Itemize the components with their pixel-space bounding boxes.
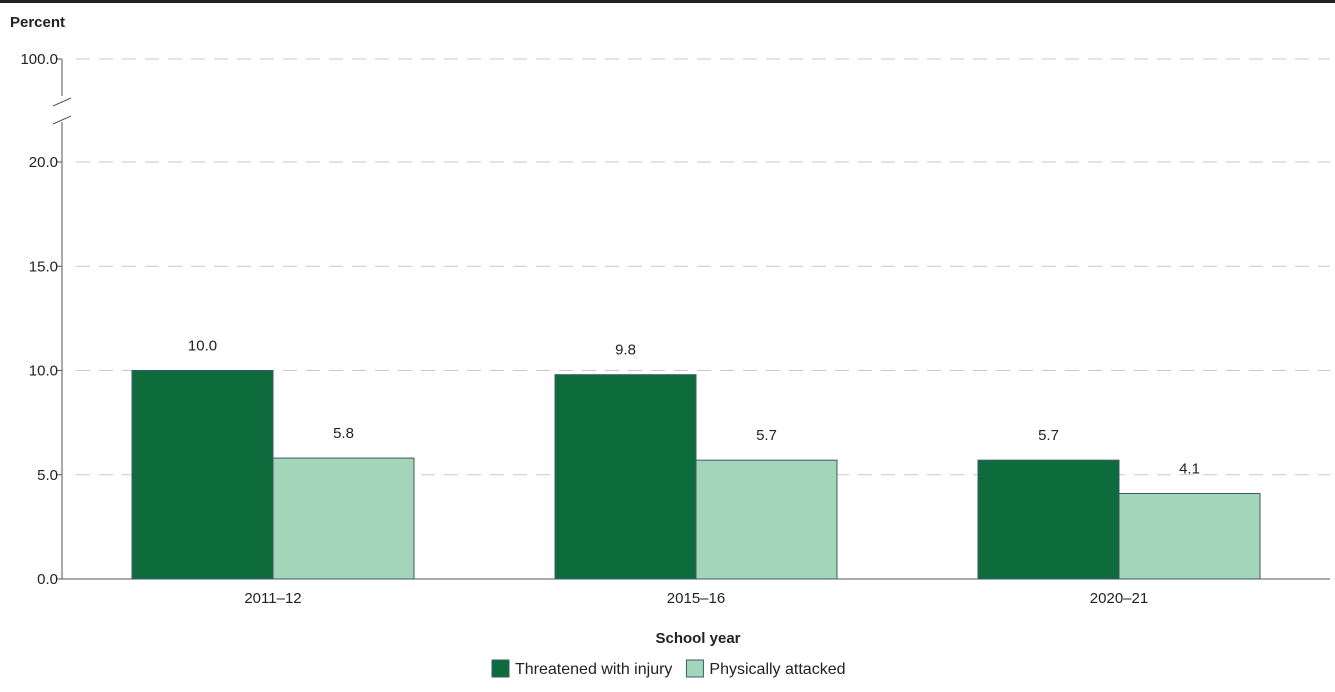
x-axis-title: School year — [655, 630, 740, 647]
x-tick-label: 2011–12 — [244, 590, 301, 607]
y-tick-label: 10.0 — [29, 363, 58, 380]
bar-value-label: 9.8 — [615, 342, 636, 359]
top-rule — [0, 0, 1335, 3]
axis-break-mark — [52, 97, 72, 107]
bar — [695, 459, 838, 580]
y-tick-label: 15.0 — [29, 258, 58, 275]
bar — [977, 459, 1120, 580]
bars — [131, 370, 1261, 580]
y-tick-label: 0.0 — [37, 571, 58, 588]
x-tick-label: 2015–16 — [667, 590, 725, 607]
bar-value-label: 10.0 — [188, 338, 217, 355]
legend-item: Physically attacked — [685, 659, 845, 678]
bar-value-label: 5.7 — [756, 427, 777, 444]
y-tick-label: 100.0 — [20, 51, 58, 68]
data-labels: 10.0 5.8 9.8 5.7 5.7 4.1 — [188, 338, 1200, 478]
x-tick-label: 2020–21 — [1090, 590, 1148, 607]
legend-swatch — [685, 659, 704, 678]
legend-item: Threatened with injury — [491, 659, 672, 678]
bar — [1118, 493, 1261, 580]
bar — [131, 370, 274, 580]
y-tick-label: 20.0 — [29, 154, 58, 171]
axis-break-mark — [52, 115, 72, 125]
y-axis-title: Percent — [10, 14, 65, 31]
y-tick-label: 5.0 — [37, 467, 58, 484]
bar-value-label: 5.8 — [333, 425, 354, 442]
legend-label: Threatened with injury — [515, 661, 672, 678]
bar — [272, 457, 415, 580]
bar-value-label: 5.7 — [1038, 427, 1059, 444]
bar-value-label: 4.1 — [1179, 461, 1200, 478]
bar — [554, 374, 697, 580]
legend-label: Physically attacked — [709, 661, 845, 678]
legend: Threatened with injury Physically attacke… — [491, 659, 845, 678]
legend-swatch — [491, 659, 510, 678]
